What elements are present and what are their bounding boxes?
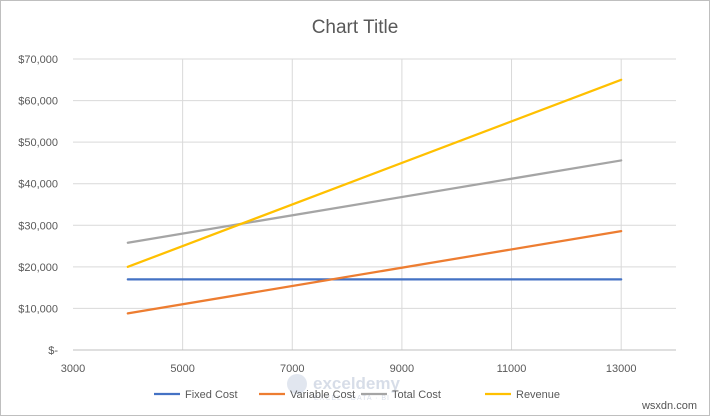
gridlines bbox=[73, 58, 676, 350]
series-line-revenue bbox=[126, 78, 623, 268]
legend-label: Total Cost bbox=[392, 389, 441, 401]
x-tick-label: 9000 bbox=[390, 363, 414, 375]
x-tick-label: 11000 bbox=[497, 363, 527, 375]
x-tick-label: 7000 bbox=[280, 363, 304, 375]
x-tick-label: 5000 bbox=[170, 363, 194, 375]
watermark-tagline: EXCEL · DATA · BI bbox=[314, 395, 390, 402]
chart-title: Chart Title bbox=[312, 17, 399, 38]
x-tick-label: 3000 bbox=[61, 363, 85, 375]
y-tick-label: $20,000 bbox=[18, 262, 58, 274]
watermark: exceldemy EXCEL · DATA · BI bbox=[287, 374, 400, 402]
y-tick-label: $70,000 bbox=[18, 54, 58, 66]
axis-tick-labels: $- $10,000 $20,000 $30,000 $40,000 $50,000 $60… bbox=[18, 54, 636, 375]
site-credit: wsxdn.com bbox=[641, 400, 697, 412]
watermark-brand: exceldemy bbox=[313, 374, 400, 393]
y-tick-label: $50,000 bbox=[18, 137, 58, 149]
y-tick-label: $40,000 bbox=[18, 179, 58, 191]
legend-label: Variable Cost bbox=[290, 389, 355, 401]
series-lines bbox=[126, 78, 623, 315]
y-tick-label: $30,000 bbox=[18, 220, 58, 232]
series-line-variable-cost bbox=[126, 229, 623, 315]
x-tick-label: 13000 bbox=[606, 363, 637, 375]
legend-label: Revenue bbox=[516, 389, 560, 401]
legend-label: Fixed Cost bbox=[185, 389, 238, 401]
watermark-logo-icon bbox=[287, 374, 307, 394]
series-line-total-cost bbox=[126, 159, 623, 244]
y-tick-label: $60,000 bbox=[18, 96, 58, 108]
legend: Fixed Cost Variable Cost Total Cost Revenue bbox=[154, 389, 560, 401]
y-tick-label: $10,000 bbox=[18, 303, 58, 315]
y-tick-label: $- bbox=[48, 345, 58, 357]
